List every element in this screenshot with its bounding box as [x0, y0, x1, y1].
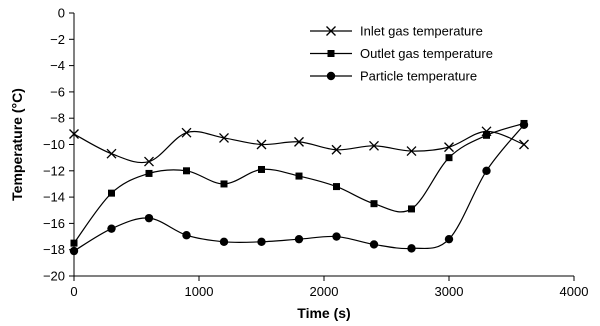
circle-marker [219, 237, 229, 247]
x-marker [256, 139, 267, 150]
x-marker [144, 156, 154, 167]
x-marker [519, 139, 529, 150]
y-tick-label: −6 [50, 84, 65, 99]
circle-marker [107, 224, 116, 233]
y-tick-label: −8 [50, 111, 65, 126]
y-tick-label: −4 [50, 58, 65, 73]
y-tick-label: −10 [43, 137, 65, 152]
y-tick-label: −16 [43, 216, 65, 231]
circle-marker [144, 213, 154, 223]
y-axis-title: Temperature (°C) [9, 88, 25, 201]
x-tick-label: 0 [70, 284, 77, 299]
x-tick-label: 3000 [435, 284, 464, 299]
square-marker [145, 169, 153, 177]
x-marker [106, 148, 117, 159]
series-1 [69, 126, 529, 167]
series-layer [69, 119, 529, 256]
square-marker [408, 205, 415, 213]
circle-marker [332, 232, 341, 241]
y-tick-label: −18 [43, 242, 65, 257]
square-marker [295, 172, 303, 180]
square-marker [70, 239, 78, 247]
x-marker [219, 132, 229, 143]
legend-label: Particle temperature [360, 69, 477, 84]
y-tick-label: −12 [43, 163, 65, 178]
x-marker [69, 129, 79, 139]
square-marker [183, 167, 190, 175]
legend-label: Outlet gas temperature [360, 46, 493, 61]
legend-label: Inlet gas temperature [360, 24, 483, 39]
legend-item-2: Outlet gas temperature [310, 46, 493, 61]
square-marker [333, 183, 340, 191]
x-tick-label: 2000 [310, 284, 339, 299]
x-marker [444, 142, 454, 153]
square-marker [220, 180, 228, 188]
x-marker [331, 144, 342, 155]
square-marker [258, 165, 265, 173]
y-axis-ticks: 0 −2 −4 −6 −8 −10 −12 −14 −16 −18 −20 [43, 6, 74, 284]
y-tick-label: −2 [50, 32, 65, 47]
circle-marker [407, 244, 416, 253]
x-marker [181, 127, 192, 138]
circle-marker [519, 120, 529, 129]
square-marker [108, 189, 115, 197]
series-2 [70, 119, 528, 247]
legend: Inlet gas temperature Outlet gas temperat… [310, 24, 493, 84]
x-tick-label: 4000 [560, 284, 589, 299]
y-tick-label: 0 [58, 6, 65, 21]
x-marker [406, 146, 417, 157]
x-marker [369, 140, 379, 151]
x-axis-title: Time (s) [297, 305, 350, 321]
y-tick-label: −20 [43, 269, 65, 284]
circle-marker [182, 231, 191, 240]
y-tick-label: −14 [43, 190, 65, 205]
x-marker [326, 26, 336, 36]
circle-marker [69, 246, 79, 256]
square-marker [327, 50, 335, 57]
circle-marker [326, 71, 336, 81]
series-3 [69, 120, 529, 256]
circle-marker [294, 234, 304, 244]
square-marker [370, 200, 378, 208]
square-marker [445, 154, 453, 162]
x-marker [294, 136, 304, 147]
legend-item-1: Inlet gas temperature [310, 24, 483, 39]
x-axis-ticks: 0 1000 2000 3000 4000 [70, 276, 588, 299]
circle-marker [482, 166, 491, 175]
legend-item-3: Particle temperature [310, 69, 477, 84]
circle-marker [444, 234, 454, 244]
x-tick-label: 1000 [185, 284, 214, 299]
circle-marker [257, 237, 266, 247]
series-line [73, 130, 525, 164]
square-marker [483, 131, 490, 139]
circle-marker [369, 240, 379, 249]
